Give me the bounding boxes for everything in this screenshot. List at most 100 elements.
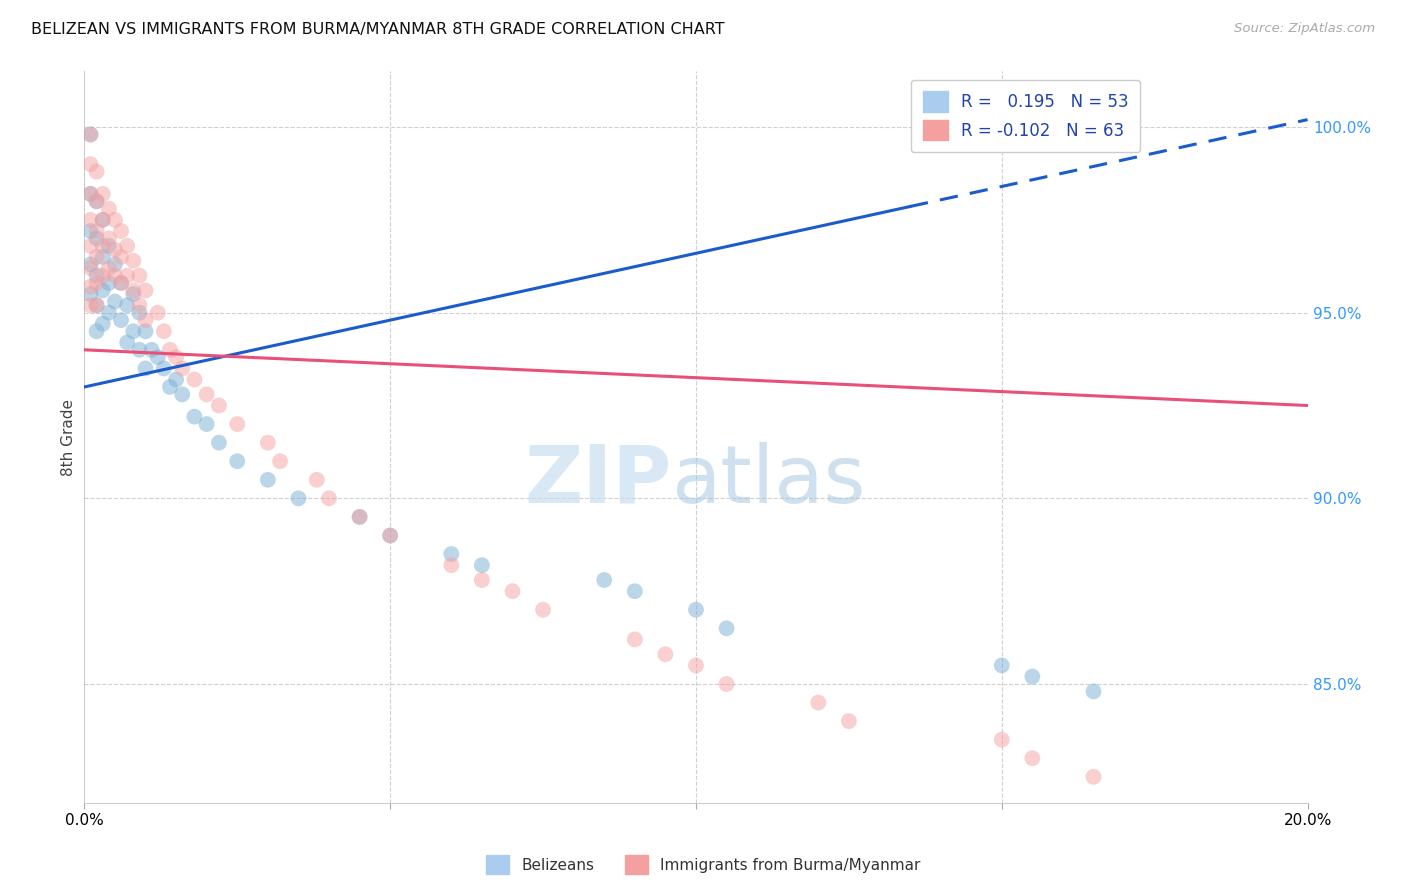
Point — [624, 632, 647, 647]
Point — [91, 268, 114, 283]
Point — [153, 324, 176, 338]
Point — [91, 317, 114, 331]
Point — [440, 558, 463, 573]
Point — [593, 573, 616, 587]
Point — [349, 509, 371, 524]
Point — [502, 584, 524, 599]
Point — [97, 261, 120, 276]
Point — [115, 239, 138, 253]
Point — [838, 714, 860, 728]
Point — [165, 351, 187, 365]
Point — [1083, 770, 1105, 784]
Legend: Belizeans, Immigrants from Burma/Myanmar: Belizeans, Immigrants from Burma/Myanmar — [479, 849, 927, 880]
Point — [1083, 684, 1105, 698]
Point — [97, 202, 120, 216]
Point — [1021, 669, 1043, 683]
Point — [79, 298, 101, 312]
Point — [135, 284, 157, 298]
Point — [79, 212, 101, 227]
Point — [172, 361, 194, 376]
Point — [86, 231, 108, 245]
Point — [79, 261, 101, 276]
Point — [86, 298, 108, 312]
Point — [122, 287, 145, 301]
Point — [471, 558, 494, 573]
Point — [128, 268, 150, 283]
Point — [128, 298, 150, 312]
Point — [115, 298, 138, 312]
Point — [79, 128, 101, 142]
Point — [110, 276, 132, 290]
Point — [97, 276, 120, 290]
Point — [183, 372, 205, 386]
Point — [287, 491, 309, 506]
Point — [716, 677, 738, 691]
Point — [380, 528, 402, 542]
Point — [79, 224, 101, 238]
Point — [135, 313, 157, 327]
Text: ZIP: ZIP — [524, 442, 672, 520]
Point — [91, 284, 114, 298]
Point — [146, 306, 169, 320]
Point — [104, 268, 127, 283]
Point — [115, 335, 138, 350]
Point — [122, 253, 145, 268]
Point — [79, 157, 101, 171]
Point — [257, 435, 280, 450]
Point — [531, 603, 554, 617]
Point — [440, 547, 463, 561]
Point — [115, 268, 138, 283]
Point — [86, 298, 108, 312]
Point — [86, 276, 108, 290]
Point — [135, 361, 157, 376]
Point — [128, 343, 150, 357]
Point — [226, 454, 249, 468]
Point — [110, 276, 132, 290]
Point — [991, 732, 1014, 747]
Point — [91, 186, 114, 201]
Point — [624, 584, 647, 599]
Point — [195, 417, 218, 431]
Point — [165, 372, 187, 386]
Text: BELIZEAN VS IMMIGRANTS FROM BURMA/MYANMAR 8TH GRADE CORRELATION CHART: BELIZEAN VS IMMIGRANTS FROM BURMA/MYANMA… — [31, 22, 724, 37]
Point — [97, 239, 120, 253]
Point — [79, 128, 101, 142]
Point — [86, 194, 108, 209]
Legend: R =   0.195   N = 53, R = -0.102   N = 63: R = 0.195 N = 53, R = -0.102 N = 63 — [911, 79, 1140, 152]
Point — [226, 417, 249, 431]
Point — [269, 454, 291, 468]
Point — [104, 294, 127, 309]
Point — [685, 658, 707, 673]
Point — [91, 212, 114, 227]
Point — [91, 250, 114, 264]
Point — [79, 279, 101, 293]
Point — [208, 435, 231, 450]
Point — [110, 224, 132, 238]
Point — [79, 257, 101, 271]
Point — [153, 361, 176, 376]
Point — [86, 324, 108, 338]
Point — [159, 380, 181, 394]
Point — [79, 186, 101, 201]
Point — [807, 696, 830, 710]
Point — [257, 473, 280, 487]
Point — [128, 306, 150, 320]
Point — [97, 231, 120, 245]
Point — [104, 243, 127, 257]
Point — [86, 164, 108, 178]
Point — [122, 284, 145, 298]
Point — [146, 351, 169, 365]
Point — [97, 306, 120, 320]
Point — [135, 324, 157, 338]
Point — [1021, 751, 1043, 765]
Point — [183, 409, 205, 424]
Point — [195, 387, 218, 401]
Point — [172, 387, 194, 401]
Point — [79, 186, 101, 201]
Point — [318, 491, 340, 506]
Point — [86, 268, 108, 283]
Point — [79, 239, 101, 253]
Point — [654, 648, 676, 662]
Point — [91, 212, 114, 227]
Point — [86, 250, 108, 264]
